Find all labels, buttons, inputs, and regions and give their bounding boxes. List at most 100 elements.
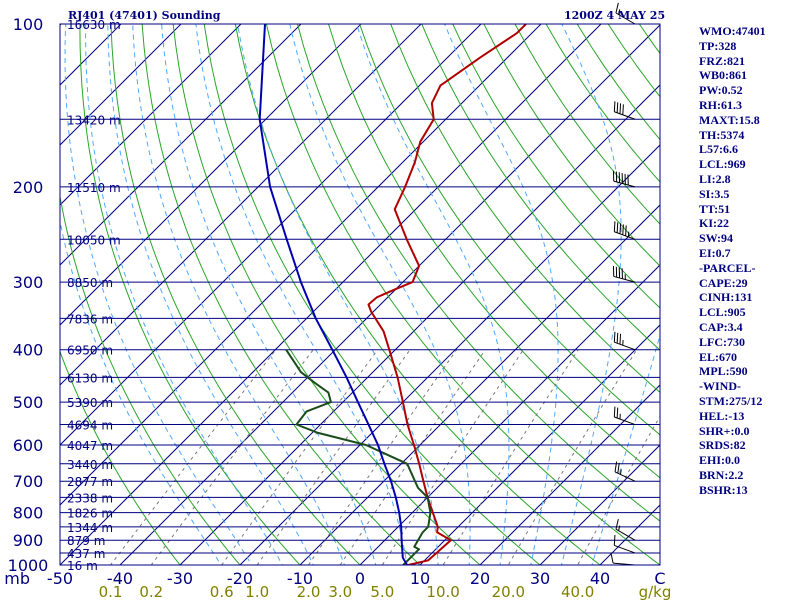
isotherm-line	[60, 24, 602, 565]
stat-line: LFC:730	[699, 334, 745, 349]
stat-line: -PARCEL-	[699, 260, 756, 275]
temperature-tick-label: C	[654, 569, 665, 588]
isotherm-line	[60, 24, 182, 146]
mixing-ratio-tick-label: 3.0	[328, 583, 352, 600]
stat-line: MAXT:15.8	[699, 112, 760, 127]
wind-barb	[612, 170, 636, 188]
isotherm-line	[60, 24, 482, 446]
temperature-tick-label: 40	[590, 569, 610, 588]
dry-adiabat	[60, 193, 241, 565]
mixing-ratio-tick-label: 20.0	[492, 583, 525, 600]
dry-adiabat	[390, 24, 660, 394]
stat-line: PW:0.52	[699, 83, 743, 98]
isotherm-line	[60, 24, 302, 266]
moist-adiabat	[289, 24, 471, 565]
isotherm-line	[60, 24, 362, 326]
height-label: 1344 m	[67, 521, 113, 535]
height-label: 879 m	[67, 534, 105, 548]
stat-line: SRDS:82	[699, 438, 746, 453]
pressure-tick-label: 400	[13, 341, 44, 360]
stat-line: RH:61.3	[699, 97, 742, 112]
height-label: 16 m	[67, 559, 98, 573]
temperature-tick-label: -40	[107, 569, 133, 588]
dry-adiabat	[234, 24, 601, 565]
pressure-tick-label: 200	[13, 178, 44, 197]
height-label: 2877 m	[67, 475, 113, 489]
wind-barb	[612, 265, 636, 283]
stat-line: CAP:3.4	[699, 319, 743, 334]
mixing-ratio-line	[381, 349, 524, 565]
stat-line: SI:3.5	[699, 186, 730, 201]
temperature-trace	[367, 24, 527, 565]
pressure-tick-label: 1000	[8, 556, 49, 575]
moist-adiabat	[161, 24, 377, 565]
pressure-tick-label: 900	[13, 531, 44, 550]
temperature-tick-label: -50	[47, 569, 73, 588]
stat-line: SW:94	[699, 231, 734, 246]
pressure-tick-label: 300	[13, 273, 44, 292]
mixing-ratio-line	[109, 349, 277, 565]
stat-line: EHI:0.0	[699, 453, 741, 468]
mixing-ratio-tick-label: 0.6	[210, 583, 234, 600]
moist-adiabat	[591, 333, 660, 565]
pressure-tick-label: 100	[13, 15, 44, 34]
pressure-tick-label: 500	[13, 393, 44, 412]
dry-adiabat	[297, 24, 660, 522]
wind-barb	[613, 406, 636, 426]
height-label: 16630 m	[67, 18, 121, 32]
moist-adiabat	[560, 24, 622, 565]
height-label: 4047 m	[67, 439, 113, 453]
isotherm-line	[60, 24, 422, 386]
mixing-ratio-tick-label: 2.0	[297, 583, 321, 600]
stat-line: LCL:905	[699, 305, 746, 320]
temperature-tick-label: -20	[227, 569, 253, 588]
height-label: 8850 m	[67, 276, 113, 290]
mixing-ratio-line	[221, 349, 379, 565]
wind-barb	[615, 2, 636, 25]
moist-adiabat	[444, 24, 559, 565]
stat-line: TT:51	[699, 201, 731, 216]
plot-frame	[59, 23, 661, 566]
dry-adiabat	[203, 24, 541, 565]
station-title: RJ401 (47401) Sounding	[68, 9, 221, 22]
mixing-ratio-line	[307, 349, 458, 565]
height-label: 5390 m	[67, 396, 113, 410]
isotherm-line	[299, 204, 660, 565]
dry-adiabat	[328, 24, 660, 479]
isotherm-line	[179, 84, 660, 565]
isotherm-line	[359, 264, 660, 565]
wind-barb	[613, 331, 636, 351]
stat-line: KI:22	[699, 216, 729, 231]
isotherm-line	[60, 24, 242, 206]
ylabel: mb	[4, 569, 30, 588]
stat-line: L57:6.6	[699, 142, 738, 157]
wind-barb	[614, 461, 636, 482]
dry-adiabat	[483, 24, 660, 267]
dry-adiabat	[141, 24, 421, 565]
mixing-ratio-tick-label: 40.0	[561, 583, 594, 600]
stat-line: TP:328	[699, 38, 737, 53]
wind-barb	[610, 552, 636, 566]
parcel-trace	[258, 24, 409, 565]
mixing-ratio-tick-label: 5.0	[370, 583, 394, 600]
stat-line: CAPE:29	[699, 275, 748, 290]
dry-adiabat	[265, 24, 660, 565]
height-label: 7836 m	[67, 312, 113, 326]
dewpoint-trace	[285, 349, 432, 565]
dry-adiabat	[110, 24, 361, 565]
dry-adiabat	[452, 24, 660, 309]
isotherm-line	[0, 12, 13, 577]
temperature-tick-label: 10	[410, 569, 430, 588]
wind-barb	[613, 534, 636, 554]
stat-line: LI:2.8	[699, 171, 731, 186]
height-label: 3440 m	[67, 458, 113, 472]
height-label: 6130 m	[67, 371, 113, 385]
isotherm-line	[60, 24, 62, 26]
height-label: 2338 m	[67, 491, 113, 505]
stat-line: SHR+:0.0	[699, 423, 750, 438]
dry-adiabat	[172, 24, 481, 565]
temperature-tick-label: 30	[530, 569, 550, 588]
mixing-ratio-tick-label: 1.0	[245, 583, 269, 600]
moist-adiabat	[60, 219, 222, 565]
